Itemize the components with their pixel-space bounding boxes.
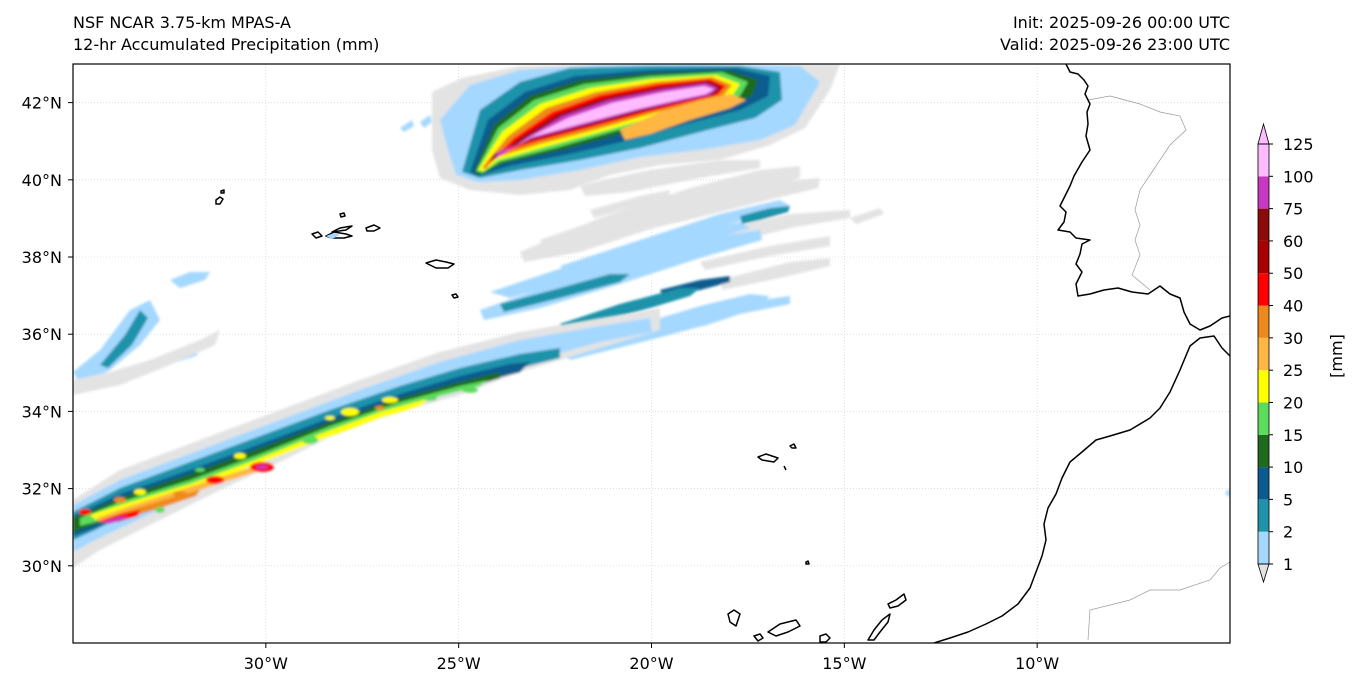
precip-band-2mm	[73, 318, 652, 552]
canary-lanzarote	[887, 593, 907, 609]
precip-north-cluster	[432, 64, 840, 195]
colorbar-segment	[1258, 144, 1269, 177]
lon-tick-label: 30°W	[244, 654, 288, 673]
colorbar-tick-label: 10	[1283, 458, 1303, 477]
coastlines	[215, 64, 1230, 643]
colorbar-tick-label: 50	[1283, 264, 1303, 283]
title-block-right: Init: 2025-09-26 00:00 UTC Valid: 2025-0…	[1000, 12, 1230, 56]
colorbar-extend-max	[1257, 122, 1270, 145]
colorbar-segment	[1258, 499, 1269, 532]
colorbar-tick-label: 75	[1283, 200, 1303, 219]
colorbar-tick-label: 20	[1283, 393, 1303, 412]
model-title: NSF NCAR 3.75-km MPAS-A	[73, 13, 291, 32]
precip-band-40mm	[100, 490, 200, 520]
lon-tick-label: 15°W	[822, 654, 866, 673]
selvagens	[805, 560, 810, 565]
precip-north-orange-east	[620, 94, 746, 140]
colorbar-segment	[1258, 305, 1269, 338]
azores-smaria	[451, 293, 459, 299]
canary-grancanaria	[819, 633, 831, 643]
canary-tenerife	[767, 619, 801, 637]
azores-precip	[326, 233, 340, 239]
title-block-left: NSF NCAR 3.75-km MPAS-A 12-hr Accumulate…	[73, 12, 379, 56]
azores-faial	[311, 231, 323, 239]
azores-sjorge	[331, 225, 353, 233]
colorbar-segment	[1258, 208, 1269, 241]
colorbar-segment	[1258, 402, 1269, 435]
colorbar-extend-min	[1257, 563, 1270, 584]
colorbar-tick-label: 60	[1283, 232, 1303, 251]
lat-axis: 42°N 40°N 38°N 36°N 34°N 32°N 30°N	[22, 94, 73, 576]
canary-gomera	[753, 633, 764, 642]
map-area	[73, 64, 1230, 643]
country-borders	[1087, 95, 1230, 641]
iberia-coast	[1057, 64, 1230, 331]
valid-time: Valid: 2025-09-26 23:00 UTC	[999, 35, 1230, 54]
lon-axis: 30°W 25°W 20°W 15°W 10°W	[244, 643, 1059, 673]
colorbar-tick-label: 15	[1283, 426, 1303, 445]
colorbar-segment	[1258, 240, 1269, 274]
azores-corvo	[220, 189, 225, 194]
azores-flores	[215, 196, 224, 205]
field-title: 12-hr Accumulated Precipitation (mm)	[73, 35, 380, 54]
lat-tick-label: 38°N	[22, 248, 62, 267]
colorbar-frame	[1257, 143, 1270, 565]
colorbar-segment	[1258, 434, 1269, 468]
colorbar-segment	[1258, 467, 1269, 500]
lat-tick-label: 40°N	[22, 171, 62, 190]
precip-west-cells	[73, 115, 1230, 496]
lat-tick-label: 32°N	[22, 480, 62, 499]
lon-tick-label: 10°W	[1015, 654, 1059, 673]
init-time: Init: 2025-09-26 00:00 UTC	[1012, 13, 1230, 32]
colorbar-tick-label: 100	[1283, 167, 1314, 186]
lat-tick-label: 36°N	[22, 325, 62, 344]
canary-fuerteventura	[867, 613, 891, 641]
colorbar-tick-label: 25	[1283, 361, 1303, 380]
lon-tick-label: 20°W	[629, 654, 673, 673]
colorbar-segment	[1258, 176, 1269, 209]
lat-tick-label: 30°N	[22, 557, 62, 576]
precip-southwest-band	[73, 308, 660, 568]
colorbar-segment	[1258, 337, 1269, 371]
precip-band-100mm	[102, 516, 128, 524]
lat-tick-label: 34°N	[22, 402, 62, 421]
colorbar-segment	[1258, 531, 1269, 564]
colorbar-tick-label: 30	[1283, 329, 1303, 348]
colorbar-tick-label: 40	[1283, 297, 1303, 316]
azores-terceira	[365, 224, 381, 232]
porto-santo	[789, 443, 797, 449]
lat-tick-label: 42°N	[22, 94, 62, 113]
desertas	[783, 465, 787, 471]
precip-north-125mm	[500, 86, 714, 156]
colorbar-label: [mm]	[1327, 334, 1346, 378]
azores-smiguel	[425, 259, 455, 269]
precip-band-50mm	[98, 510, 140, 522]
canary-lapalma	[727, 609, 741, 627]
colorbar-tick-label: 2	[1283, 523, 1293, 542]
madeira	[757, 453, 779, 463]
azores-graciosa	[339, 212, 346, 218]
precip-band-25mm	[90, 398, 430, 520]
colorbar-tick-label: 1	[1283, 555, 1293, 574]
africa-coast	[933, 335, 1230, 643]
colorbar-tick-label: 125	[1283, 135, 1314, 154]
colorbar-segment	[1258, 370, 1269, 403]
colorbar-segment	[1258, 273, 1269, 306]
lon-tick-label: 25°W	[437, 654, 481, 673]
colorbar-tick-label: 5	[1283, 490, 1293, 509]
